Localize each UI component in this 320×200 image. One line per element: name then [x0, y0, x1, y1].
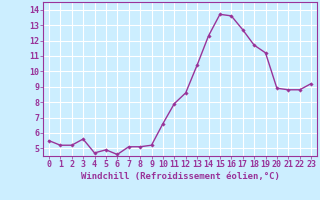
X-axis label: Windchill (Refroidissement éolien,°C): Windchill (Refroidissement éolien,°C): [81, 172, 279, 181]
